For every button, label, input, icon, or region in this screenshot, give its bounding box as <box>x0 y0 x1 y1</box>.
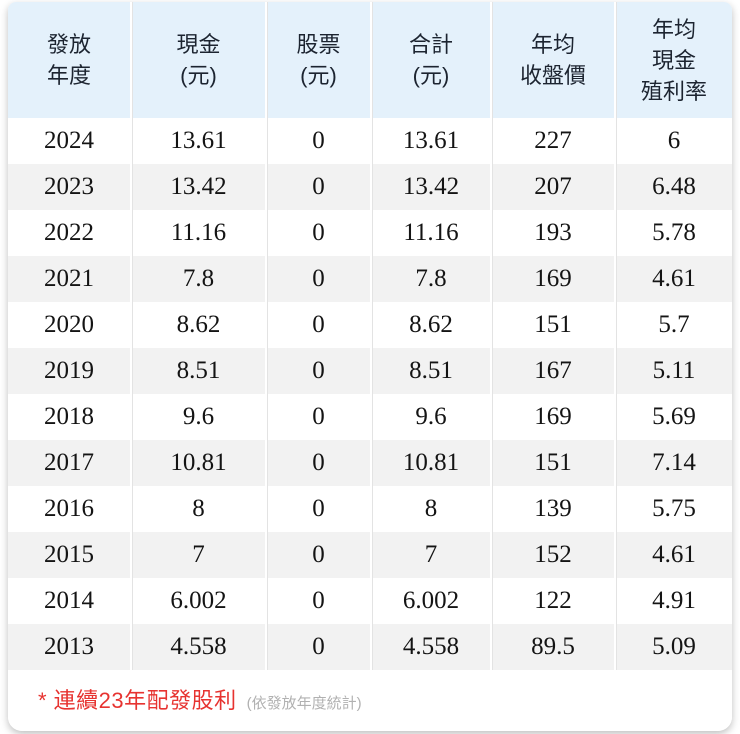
table-cell: 2016 <box>8 486 130 532</box>
table-cell: 6.002 <box>130 578 265 624</box>
table-cell: 0 <box>265 118 370 164</box>
table-cell: 10.81 <box>130 440 265 486</box>
table-cell: 0 <box>265 348 370 394</box>
table-cell: 7 <box>130 532 265 578</box>
table-cell: 9.6 <box>130 394 265 440</box>
table-cell: 151 <box>490 302 614 348</box>
table-cell: 11.16 <box>130 210 265 256</box>
table-cell: 2017 <box>8 440 130 486</box>
table-cell: 0 <box>265 210 370 256</box>
table-row: 2015 7 0 7 152 4.61 <box>8 532 732 578</box>
table-cell: 8.51 <box>370 348 490 394</box>
table-cell: 5.11 <box>614 348 732 394</box>
table-row: 2019 8.51 0 8.51 167 5.11 <box>8 348 732 394</box>
table-cell: 8.62 <box>370 302 490 348</box>
table-row: 2022 11.16 0 11.16 193 5.78 <box>8 210 732 256</box>
table-cell: 169 <box>490 256 614 302</box>
table-cell: 2014 <box>8 578 130 624</box>
footnote-note: (依發放年度統計) <box>246 695 362 712</box>
table-cell: 89.5 <box>490 624 614 670</box>
table-cell: 0 <box>265 164 370 210</box>
table-cell: 139 <box>490 486 614 532</box>
table-cell: 13.61 <box>130 118 265 164</box>
table-cell: 7 <box>370 532 490 578</box>
table-cell: 167 <box>490 348 614 394</box>
table-cell: 4.558 <box>370 624 490 670</box>
table-header: 發放 年度 現金 (元) 股票 (元) 合計 (元) 年均 收盤價 年均 現金 殖利率 <box>8 2 732 118</box>
table-cell: 0 <box>265 394 370 440</box>
table-cell: 6.002 <box>370 578 490 624</box>
table-cell: 152 <box>490 532 614 578</box>
table-cell: 2019 <box>8 348 130 394</box>
table-cell: 13.42 <box>130 164 265 210</box>
table-cell: 2023 <box>8 164 130 210</box>
header-cell: 現金 (元) <box>130 2 265 118</box>
table-cell: 0 <box>265 532 370 578</box>
table-cell: 2013 <box>8 624 130 670</box>
table-cell: 8 <box>130 486 265 532</box>
table-cell: 4.91 <box>614 578 732 624</box>
table-cell: 2021 <box>8 256 130 302</box>
table-cell: 151 <box>490 440 614 486</box>
table-cell: 9.6 <box>370 394 490 440</box>
table-cell: 169 <box>490 394 614 440</box>
table-cell: 7.8 <box>130 256 265 302</box>
table-cell: 8 <box>370 486 490 532</box>
table-cell: 11.16 <box>370 210 490 256</box>
table-cell: 0 <box>265 302 370 348</box>
table-cell: 7.14 <box>614 440 732 486</box>
table-cell: 0 <box>265 578 370 624</box>
table-cell: 6 <box>614 118 732 164</box>
table-cell: 5.75 <box>614 486 732 532</box>
table-row: 2016 8 0 8 139 5.75 <box>8 486 732 532</box>
table-cell: 2015 <box>8 532 130 578</box>
table-row: 2018 9.6 0 9.6 169 5.69 <box>8 394 732 440</box>
table-cell: 122 <box>490 578 614 624</box>
table-cell: 0 <box>265 624 370 670</box>
table-row: 2020 8.62 0 8.62 151 5.7 <box>8 302 732 348</box>
table-cell: 2018 <box>8 394 130 440</box>
header-cell: 年均 現金 殖利率 <box>614 2 732 118</box>
table-cell: 227 <box>490 118 614 164</box>
table-cell: 207 <box>490 164 614 210</box>
table-cell: 4.61 <box>614 532 732 578</box>
table-cell: 0 <box>265 440 370 486</box>
table-cell: 5.69 <box>614 394 732 440</box>
table-cell: 13.42 <box>370 164 490 210</box>
table-cell: 2024 <box>8 118 130 164</box>
table-body: 2024 13.61 0 13.61 227 6 2023 13.42 0 13.42 207 6.4… <box>8 118 732 670</box>
table-cell: 5.7 <box>614 302 732 348</box>
table-row: 2014 6.002 0 6.002 122 4.91 <box>8 578 732 624</box>
dividend-table: 發放 年度 現金 (元) 股票 (元) 合計 (元) 年均 收盤價 年均 現金 殖利率 2… <box>8 2 732 670</box>
footnote-highlight: * 連續23年配發股利 <box>38 688 237 713</box>
table-row: 2013 4.558 0 4.558 89.5 5.09 <box>8 624 732 670</box>
table-cell: 10.81 <box>370 440 490 486</box>
footnote: * 連續23年配發股利 (依發放年度統計) <box>8 670 732 731</box>
table-cell: 0 <box>265 256 370 302</box>
header-cell: 年均 收盤價 <box>490 2 614 118</box>
header-cell: 發放 年度 <box>8 2 130 118</box>
table-cell: 2020 <box>8 302 130 348</box>
header-cell: 股票 (元) <box>265 2 370 118</box>
header-cell: 合計 (元) <box>370 2 490 118</box>
table-row: 2024 13.61 0 13.61 227 6 <box>8 118 732 164</box>
table-cell: 8.62 <box>130 302 265 348</box>
dividend-card: 發放 年度 現金 (元) 股票 (元) 合計 (元) 年均 收盤價 年均 現金 殖利率 2… <box>8 2 732 731</box>
table-cell: 2022 <box>8 210 130 256</box>
table-cell: 4.558 <box>130 624 265 670</box>
table-row: 2017 10.81 0 10.81 151 7.14 <box>8 440 732 486</box>
table-cell: 13.61 <box>370 118 490 164</box>
table-cell: 4.61 <box>614 256 732 302</box>
table-cell: 5.78 <box>614 210 732 256</box>
table-cell: 0 <box>265 486 370 532</box>
header-row: 發放 年度 現金 (元) 股票 (元) 合計 (元) 年均 收盤價 年均 現金 殖利率 <box>8 2 732 118</box>
table-cell: 5.09 <box>614 624 732 670</box>
table-cell: 8.51 <box>130 348 265 394</box>
table-cell: 7.8 <box>370 256 490 302</box>
table-row: 2021 7.8 0 7.8 169 4.61 <box>8 256 732 302</box>
table-row: 2023 13.42 0 13.42 207 6.48 <box>8 164 732 210</box>
table-cell: 6.48 <box>614 164 732 210</box>
table-cell: 193 <box>490 210 614 256</box>
